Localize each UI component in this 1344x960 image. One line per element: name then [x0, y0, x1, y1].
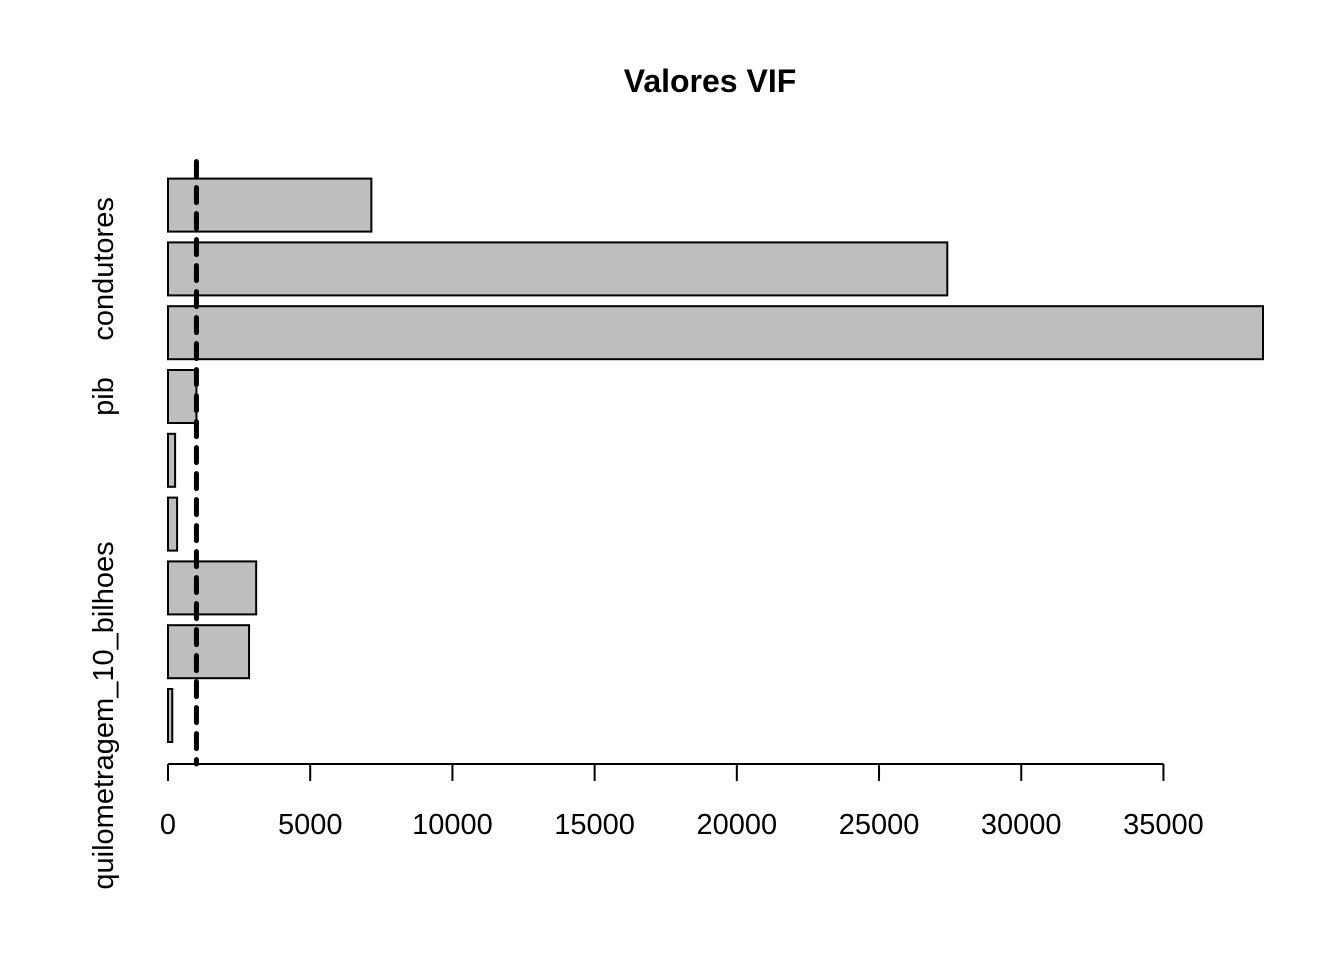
- x-tick-label-6: 30000: [981, 809, 1062, 841]
- x-tick-label-2: 10000: [412, 809, 493, 841]
- bars-group: [167, 177, 1264, 743]
- bar-8: [167, 177, 373, 233]
- bar-2: [167, 560, 258, 616]
- x-tick-label-1: 5000: [278, 809, 343, 841]
- chart-title: Valores VIF: [624, 63, 797, 99]
- x-tick-label-5: 25000: [839, 809, 920, 841]
- bar-6: [167, 305, 1264, 361]
- category-label-0: quilometragem_10_bilhoes: [88, 541, 120, 889]
- y-axis-labels: quilometragem_10_bilhoes pib condutores: [88, 197, 120, 889]
- bar-1: [167, 624, 251, 680]
- x-axis: 0 5000 10000 15000 20000 25000 30000 35000: [160, 763, 1204, 841]
- category-label-7: condutores: [88, 197, 120, 341]
- x-tick-label-0: 0: [160, 809, 176, 841]
- x-tick-label-7: 35000: [1123, 809, 1204, 841]
- category-label-5: pib: [88, 377, 120, 416]
- bar-0: [167, 688, 174, 743]
- x-tick-label-3: 15000: [554, 809, 635, 841]
- bar-3: [167, 496, 179, 552]
- x-tick-label-4: 20000: [697, 809, 778, 841]
- bar-7: [167, 241, 949, 297]
- bar-5: [167, 369, 198, 424]
- bar-4: [167, 432, 177, 488]
